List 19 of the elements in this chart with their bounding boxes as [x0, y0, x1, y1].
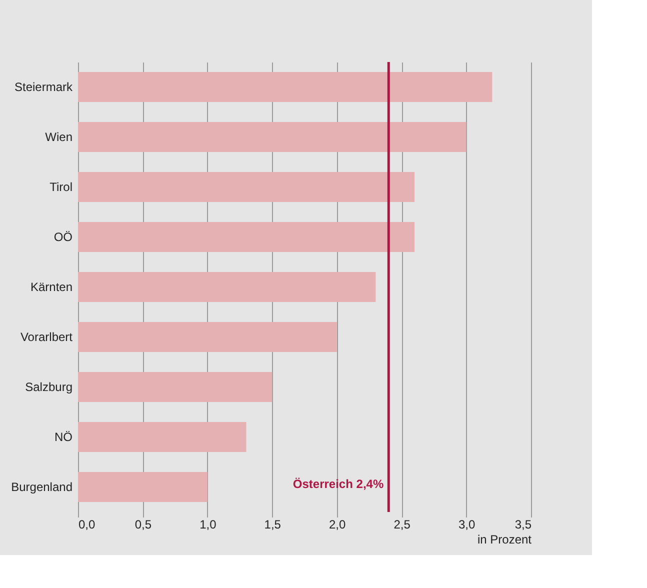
- y-tick-label: Wien: [45, 130, 72, 144]
- x-tick-label: 3,0: [458, 518, 476, 532]
- x-tick-label: 0,0: [78, 518, 96, 532]
- y-tick-label: Vorarlbert: [20, 330, 74, 344]
- x-tick-label: 2,5: [394, 518, 411, 532]
- y-tick-label: Burgenland: [11, 480, 72, 494]
- x-tick-label: 3,5: [514, 518, 532, 532]
- x-tick-label: 1,0: [200, 518, 217, 532]
- x-axis-title: in Prozent: [477, 532, 532, 546]
- x-tick-label: 0,5: [134, 518, 152, 532]
- x-tick-label: 2,0: [329, 518, 346, 532]
- ref-line-label: Österreich 2,4%: [292, 477, 384, 491]
- y-tick-label: Steiermark: [14, 80, 74, 94]
- y-tick-label: Kärnten: [30, 280, 72, 294]
- y-tick-label: NÖ: [54, 430, 72, 444]
- x-tick-label: 1,5: [264, 518, 282, 532]
- y-tick-label: Salzburg: [25, 380, 72, 394]
- y-tick-label: Tirol: [50, 180, 72, 194]
- y-tick-label: OÖ: [54, 230, 72, 244]
